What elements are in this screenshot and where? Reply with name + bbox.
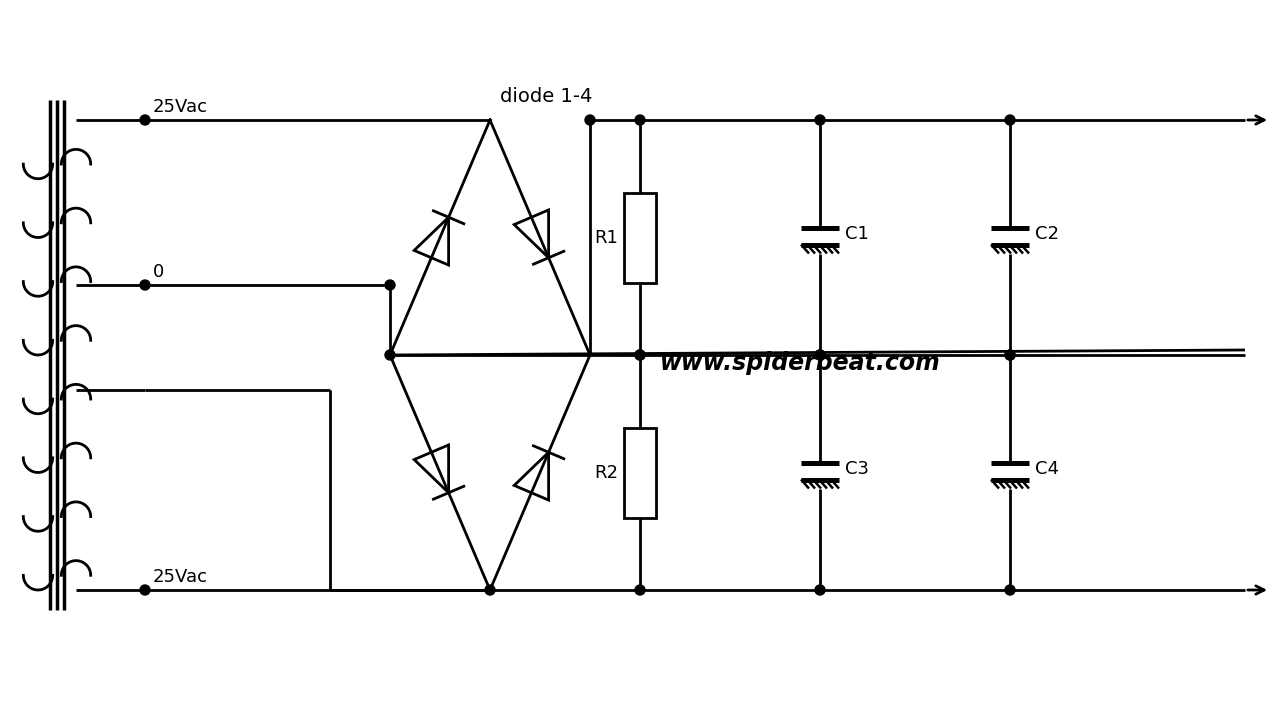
Bar	[623, 428, 655, 518]
Circle shape	[635, 115, 645, 125]
Circle shape	[140, 585, 150, 595]
Circle shape	[1005, 585, 1015, 595]
Circle shape	[635, 585, 645, 595]
Circle shape	[815, 350, 826, 360]
Text: 25Vac: 25Vac	[154, 568, 209, 586]
Circle shape	[485, 585, 495, 595]
Text: C1: C1	[845, 225, 869, 243]
Text: diode 1-4: diode 1-4	[500, 87, 593, 106]
Text: R1: R1	[594, 228, 618, 246]
Circle shape	[815, 115, 826, 125]
Circle shape	[815, 585, 826, 595]
Circle shape	[585, 115, 595, 125]
Text: 0: 0	[154, 263, 164, 281]
Circle shape	[385, 350, 396, 360]
Circle shape	[1005, 350, 1015, 360]
Circle shape	[140, 280, 150, 290]
Circle shape	[1005, 115, 1015, 125]
Text: www.spiderbeat.com: www.spiderbeat.com	[660, 351, 941, 375]
Circle shape	[1005, 350, 1015, 360]
Circle shape	[815, 350, 826, 360]
Text: 25Vac: 25Vac	[154, 98, 209, 116]
Circle shape	[385, 280, 396, 290]
Bar	[623, 192, 655, 282]
Circle shape	[635, 350, 645, 360]
Text: C4: C4	[1036, 459, 1059, 477]
Text: C2: C2	[1036, 225, 1059, 243]
Circle shape	[140, 115, 150, 125]
Circle shape	[635, 350, 645, 360]
Text: C3: C3	[845, 459, 869, 477]
Text: R2: R2	[594, 464, 618, 482]
